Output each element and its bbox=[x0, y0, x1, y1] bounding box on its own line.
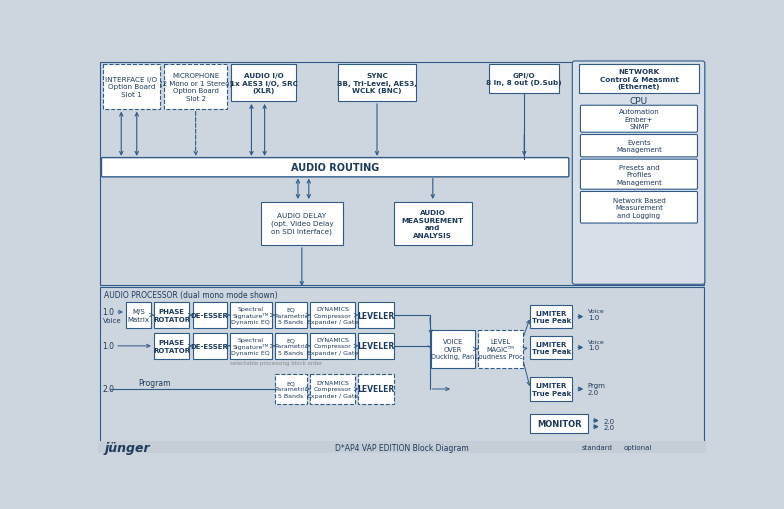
Text: PHASE
ROTATOR: PHASE ROTATOR bbox=[153, 340, 191, 353]
Text: DYNAMICS
Compressor
Expander / Gate: DYNAMICS Compressor Expander / Gate bbox=[307, 307, 358, 324]
Text: 2.0: 2.0 bbox=[103, 385, 114, 394]
FancyBboxPatch shape bbox=[274, 302, 307, 328]
Text: EQ
Parametric
5 Bands: EQ Parametric 5 Bands bbox=[274, 337, 308, 355]
FancyBboxPatch shape bbox=[230, 302, 271, 328]
Text: CPU: CPU bbox=[629, 97, 648, 105]
FancyBboxPatch shape bbox=[100, 63, 704, 286]
FancyBboxPatch shape bbox=[274, 375, 307, 404]
FancyBboxPatch shape bbox=[531, 415, 588, 433]
FancyBboxPatch shape bbox=[274, 333, 307, 359]
Text: Voice: Voice bbox=[588, 308, 604, 314]
Text: VOICE
OVER
Ducking, Pan: VOICE OVER Ducking, Pan bbox=[431, 339, 474, 360]
FancyBboxPatch shape bbox=[580, 106, 698, 133]
Text: AUDIO DELAY
(opt. Video Delay
on SDI Interface): AUDIO DELAY (opt. Video Delay on SDI Int… bbox=[270, 213, 333, 235]
FancyBboxPatch shape bbox=[154, 302, 190, 328]
Text: DE-ESSER: DE-ESSER bbox=[191, 343, 229, 349]
Text: LIMITER
True Peak: LIMITER True Peak bbox=[532, 310, 571, 324]
Text: Spectral
Signatureᵀᴹ
Dynamic EQ: Spectral Signatureᵀᴹ Dynamic EQ bbox=[231, 337, 270, 355]
FancyBboxPatch shape bbox=[338, 65, 416, 102]
Text: SYNC
BB, Tri-Level, AES3,
WCLK (BNC): SYNC BB, Tri-Level, AES3, WCLK (BNC) bbox=[337, 73, 417, 94]
FancyBboxPatch shape bbox=[154, 333, 190, 359]
Text: D*AP4 VAP EDITION Block Diagram: D*AP4 VAP EDITION Block Diagram bbox=[335, 443, 469, 452]
Text: 1.0: 1.0 bbox=[588, 314, 599, 320]
Text: 1.0: 1.0 bbox=[103, 342, 114, 351]
FancyBboxPatch shape bbox=[261, 203, 343, 245]
FancyBboxPatch shape bbox=[126, 302, 151, 328]
Text: Automation
Ember+
SNMP: Automation Ember+ SNMP bbox=[619, 109, 659, 130]
Text: DE-ESSER: DE-ESSER bbox=[191, 313, 229, 319]
Text: EQ
Parametric
5 Bands: EQ Parametric 5 Bands bbox=[274, 307, 308, 324]
Text: jünger: jünger bbox=[104, 441, 150, 454]
Text: 2.0: 2.0 bbox=[604, 418, 615, 423]
Bar bbox=[98, 441, 706, 453]
Text: Network Based
Measurement
and Logging: Network Based Measurement and Logging bbox=[612, 197, 666, 218]
FancyBboxPatch shape bbox=[231, 65, 296, 102]
Text: DYNAMICS
Compressor
Expander / Gate: DYNAMICS Compressor Expander / Gate bbox=[307, 381, 358, 398]
FancyBboxPatch shape bbox=[358, 302, 394, 328]
FancyBboxPatch shape bbox=[489, 65, 559, 94]
FancyBboxPatch shape bbox=[193, 333, 227, 359]
Text: Voice: Voice bbox=[588, 339, 604, 344]
FancyBboxPatch shape bbox=[477, 330, 523, 369]
Text: Voice: Voice bbox=[103, 317, 122, 323]
Text: Presets and
Profiles
Management: Presets and Profiles Management bbox=[616, 164, 662, 185]
Text: Prgm
2.0: Prgm 2.0 bbox=[588, 383, 606, 395]
FancyBboxPatch shape bbox=[531, 336, 572, 359]
Text: optional: optional bbox=[623, 444, 652, 450]
FancyBboxPatch shape bbox=[580, 160, 698, 190]
Text: MICROPHONE
(2 Mono or 1 Stereo)
Option Board
Slot 2: MICROPHONE (2 Mono or 1 Stereo) Option B… bbox=[160, 73, 232, 102]
Text: 1.0: 1.0 bbox=[588, 345, 599, 351]
Text: LIMITER
True Peak: LIMITER True Peak bbox=[532, 382, 571, 396]
FancyBboxPatch shape bbox=[579, 65, 699, 94]
FancyBboxPatch shape bbox=[164, 65, 227, 109]
Text: INTERFACE I/O
Option Board
Slot 1: INTERFACE I/O Option Board Slot 1 bbox=[105, 77, 158, 98]
FancyBboxPatch shape bbox=[358, 375, 394, 404]
Text: Spectral
Signatureᵀᴹ
Dynamic EQ: Spectral Signatureᵀᴹ Dynamic EQ bbox=[231, 306, 270, 325]
Text: EQ
Parametric
5 Bands: EQ Parametric 5 Bands bbox=[274, 381, 308, 398]
Text: selectable processing block order: selectable processing block order bbox=[230, 361, 322, 366]
FancyBboxPatch shape bbox=[101, 158, 569, 178]
Text: Events
Management: Events Management bbox=[616, 139, 662, 153]
FancyBboxPatch shape bbox=[531, 305, 572, 328]
FancyBboxPatch shape bbox=[230, 333, 271, 359]
FancyBboxPatch shape bbox=[431, 330, 474, 369]
FancyBboxPatch shape bbox=[310, 302, 355, 328]
FancyBboxPatch shape bbox=[310, 333, 355, 359]
Text: AUDIO
MEASUREMENT
and
ANALYSIS: AUDIO MEASUREMENT and ANALYSIS bbox=[401, 210, 464, 238]
Text: LEVEL
MAGICᵀᴹ
Loudness Proc.: LEVEL MAGICᵀᴹ Loudness Proc. bbox=[475, 339, 525, 360]
Text: LEVELER: LEVELER bbox=[358, 342, 395, 351]
Text: M/S
Matrix: M/S Matrix bbox=[127, 309, 149, 322]
Text: AUDIO ROUTING: AUDIO ROUTING bbox=[291, 163, 379, 173]
Text: NETWORK
Control & Measmnt
(Ethernet): NETWORK Control & Measmnt (Ethernet) bbox=[600, 69, 678, 90]
FancyBboxPatch shape bbox=[100, 288, 704, 447]
FancyBboxPatch shape bbox=[358, 333, 394, 359]
FancyBboxPatch shape bbox=[394, 203, 471, 245]
Text: DYNAMICS
Compressor
Expander / Gate: DYNAMICS Compressor Expander / Gate bbox=[307, 337, 358, 355]
FancyBboxPatch shape bbox=[572, 62, 705, 285]
Text: 2.0: 2.0 bbox=[604, 424, 615, 430]
FancyBboxPatch shape bbox=[580, 135, 698, 157]
Text: Program: Program bbox=[138, 378, 171, 387]
Text: AUDIO I/O
1x AES3 I/O, SRC
(XLR): AUDIO I/O 1x AES3 I/O, SRC (XLR) bbox=[230, 73, 298, 94]
FancyBboxPatch shape bbox=[103, 65, 160, 109]
Text: LEVELER: LEVELER bbox=[358, 311, 395, 320]
FancyBboxPatch shape bbox=[193, 302, 227, 328]
Text: standard: standard bbox=[582, 444, 612, 450]
FancyBboxPatch shape bbox=[580, 192, 698, 223]
Text: GPI/O
8 in, 8 out (D.Sub): GPI/O 8 in, 8 out (D.Sub) bbox=[486, 73, 562, 86]
Text: LEVELER: LEVELER bbox=[358, 385, 395, 394]
Text: 1.0: 1.0 bbox=[103, 308, 114, 317]
Text: PHASE
ROTATOR: PHASE ROTATOR bbox=[153, 309, 191, 322]
Text: AUDIO PROCESSOR (dual mono mode shown): AUDIO PROCESSOR (dual mono mode shown) bbox=[104, 290, 278, 299]
Text: MONITOR: MONITOR bbox=[537, 419, 582, 428]
Text: LIMITER
True Peak: LIMITER True Peak bbox=[532, 341, 571, 354]
FancyBboxPatch shape bbox=[531, 378, 572, 401]
FancyBboxPatch shape bbox=[310, 375, 355, 404]
